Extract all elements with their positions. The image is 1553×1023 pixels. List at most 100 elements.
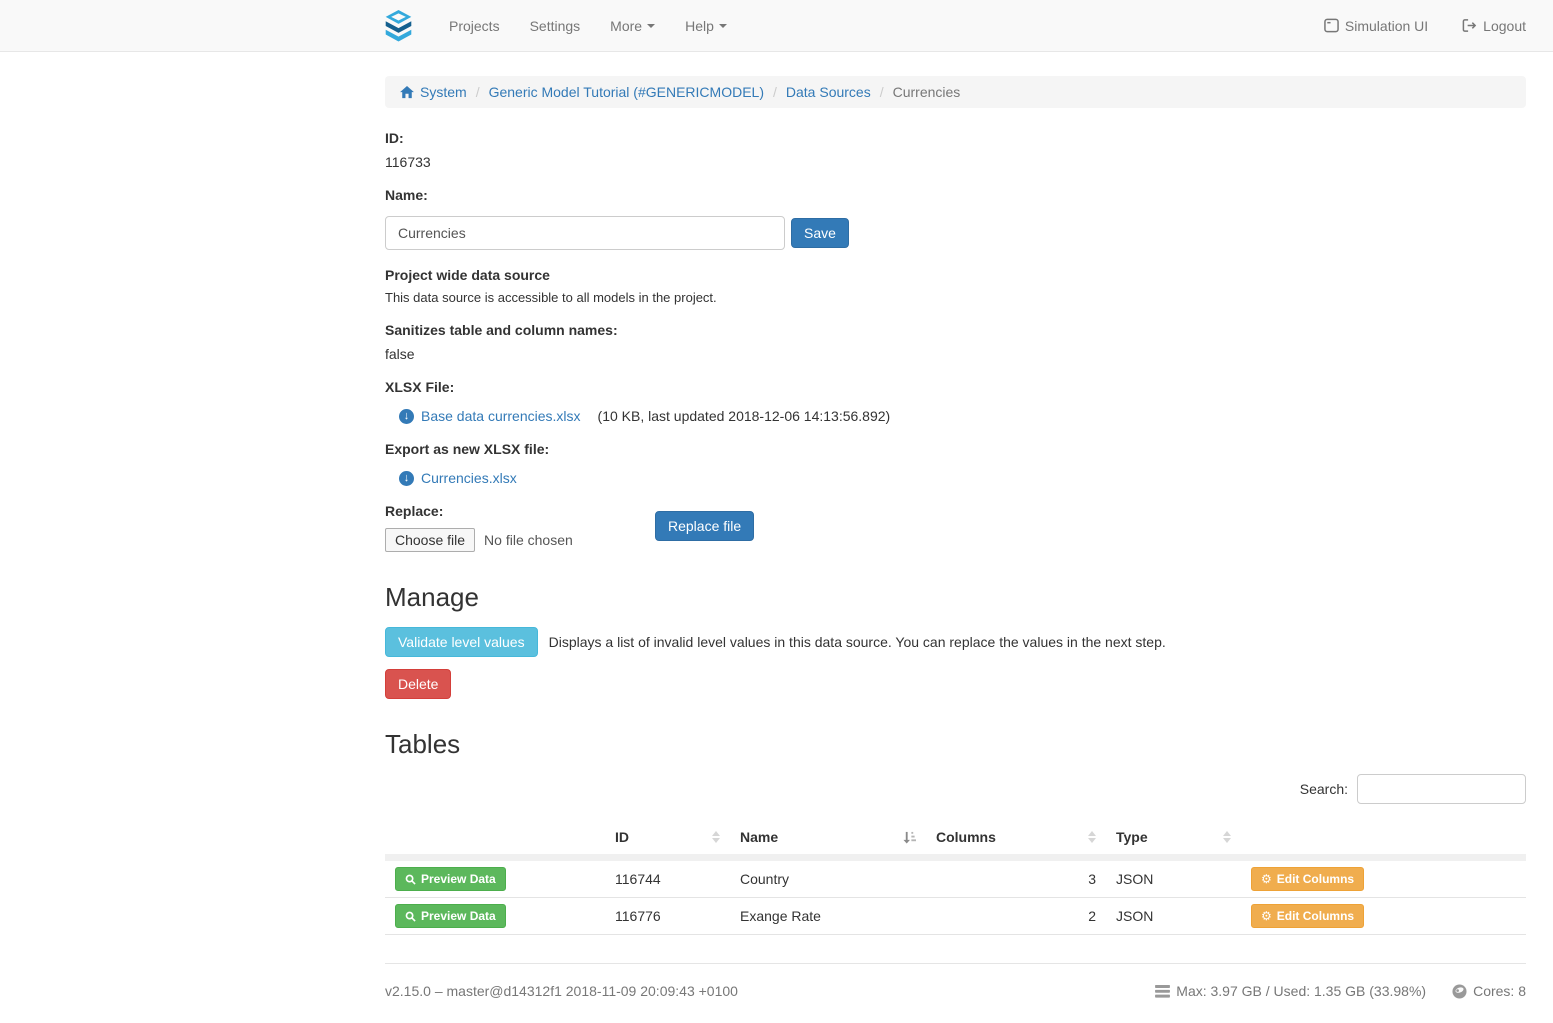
- cell-type: JSON: [1106, 897, 1241, 935]
- cell-type: JSON: [1106, 861, 1241, 898]
- table-row: Preview Data 116776 Exange Rate 2 JSON ⚙…: [385, 897, 1526, 935]
- cores-text: Cores: 8: [1473, 983, 1526, 999]
- logout-icon: [1462, 18, 1477, 33]
- replace-file-button[interactable]: Replace file: [655, 511, 755, 541]
- validate-description: Displays a list of invalid level values …: [548, 634, 1166, 650]
- id-label: ID:: [385, 130, 404, 146]
- export-file-link[interactable]: Currencies.xlsx: [421, 470, 517, 486]
- nav-item-label: Help: [685, 17, 714, 34]
- breadcrumb-item-current: Currencies: [893, 84, 961, 100]
- layers-logo-icon: [385, 9, 412, 42]
- breadcrumb: System / Generic Model Tutorial (#GENERI…: [385, 76, 1526, 108]
- breadcrumb-item-project[interactable]: Generic Model Tutorial (#GENERICMODEL): [489, 84, 764, 100]
- breadcrumb-separator: /: [879, 84, 884, 100]
- xlsx-file-link[interactable]: Base data currencies.xlsx: [421, 408, 581, 424]
- tables-table: ID Name: [385, 820, 1526, 935]
- search-input[interactable]: [1357, 774, 1526, 804]
- search-icon: [405, 911, 416, 922]
- cell-name: Exange Rate: [730, 897, 926, 935]
- nav-item-logout[interactable]: Logout: [1462, 3, 1526, 49]
- download-circle-icon: ↓: [399, 408, 414, 424]
- export-label: Export as new XLSX file:: [385, 441, 550, 457]
- sort-icon: [1088, 831, 1096, 843]
- gear-icon: ⚙: [1261, 872, 1272, 886]
- cell-name: Country: [730, 861, 926, 898]
- nav-item-label: Projects: [449, 17, 500, 34]
- top-navbar: Projects Settings More Help: [0, 0, 1553, 52]
- preview-data-button[interactable]: Preview Data: [395, 867, 506, 891]
- manage-title: Manage: [385, 582, 479, 612]
- app-logo[interactable]: [385, 9, 412, 42]
- column-header-id[interactable]: ID: [605, 820, 730, 854]
- nav-item-projects[interactable]: Projects: [434, 3, 515, 49]
- tables-title: Tables: [385, 729, 461, 759]
- chevron-down-icon: [718, 23, 727, 28]
- project-wide-description: This data source is accessible to all mo…: [385, 290, 717, 305]
- download-circle-icon: ↓: [399, 470, 414, 486]
- name-label: Name:: [385, 187, 428, 203]
- gear-icon: ⚙: [1261, 909, 1272, 923]
- nav-item-label: More: [610, 17, 643, 34]
- cores-status: Cores: 8: [1452, 983, 1526, 999]
- sanitize-value: false: [385, 346, 415, 362]
- version-text: v2.15.0 – master@d14312f1 2018-11-09 20:…: [385, 983, 738, 999]
- cell-id: 116776: [605, 897, 730, 935]
- no-file-chosen-text: No file chosen: [484, 532, 573, 548]
- breadcrumb-separator: /: [773, 84, 777, 100]
- footer: v2.15.0 – master@d14312f1 2018-11-09 20:…: [385, 963, 1526, 1023]
- nav-item-settings[interactable]: Settings: [515, 3, 596, 49]
- name-input[interactable]: [385, 216, 785, 250]
- button-label: Edit Columns: [1276, 909, 1355, 923]
- replace-label: Replace:: [385, 503, 444, 519]
- table-row: Preview Data 116744 Country 3 JSON ⚙ Edi…: [385, 861, 1526, 898]
- sort-asc-active-icon: [903, 831, 916, 844]
- cell-columns: 2: [926, 897, 1106, 935]
- choose-file-button[interactable]: Choose file: [385, 528, 476, 552]
- column-header-label: ID: [615, 829, 629, 845]
- cell-id: 116744: [605, 861, 730, 898]
- breadcrumb-separator: /: [475, 84, 480, 100]
- search-label: Search:: [1299, 781, 1348, 797]
- column-header-actions-right: [1241, 820, 1526, 854]
- nav-item-simulation-ui[interactable]: Simulation UI: [1324, 3, 1428, 49]
- column-header-type[interactable]: Type: [1106, 820, 1241, 854]
- memory-status: Max: 3.97 GB / Used: 1.35 GB (33.98%): [1155, 983, 1426, 999]
- project-wide-title: Project wide data source: [385, 267, 550, 283]
- edit-columns-button[interactable]: ⚙ Edit Columns: [1251, 867, 1365, 891]
- validate-level-values-button[interactable]: Validate level values: [385, 627, 538, 657]
- column-header-columns[interactable]: Columns: [926, 820, 1106, 854]
- xlsx-file-meta: (10 KB, last updated 2018-12-06 14:13:56…: [597, 408, 891, 424]
- breadcrumb-item-data-sources[interactable]: Data Sources: [786, 84, 871, 100]
- column-header-name[interactable]: Name: [730, 820, 926, 854]
- column-header-label: Type: [1116, 829, 1148, 845]
- nav-item-label: Logout: [1483, 17, 1526, 34]
- window-icon: [1324, 18, 1339, 33]
- nav-item-help[interactable]: Help: [670, 3, 742, 49]
- xlsx-file-label: XLSX File:: [385, 379, 455, 395]
- nav-item-label: Settings: [529, 17, 581, 34]
- breadcrumb-label: Currencies: [892, 84, 961, 100]
- breadcrumb-item-system[interactable]: System: [400, 84, 467, 100]
- button-label: Preview Data: [421, 872, 496, 886]
- breadcrumb-label: Data Sources: [785, 84, 871, 100]
- save-button[interactable]: Save: [791, 218, 849, 248]
- memory-text: Max: 3.97 GB / Used: 1.35 GB (33.98%): [1176, 983, 1427, 999]
- edit-columns-button[interactable]: ⚙ Edit Columns: [1251, 904, 1365, 928]
- delete-button[interactable]: Delete: [385, 669, 452, 699]
- sort-icon: [712, 831, 720, 843]
- nav-menu: Projects Settings More Help: [434, 3, 742, 49]
- chevron-down-icon: [647, 23, 656, 28]
- preview-data-button[interactable]: Preview Data: [395, 904, 506, 928]
- nav-item-more[interactable]: More: [595, 3, 670, 49]
- nav-item-label: Simulation UI: [1344, 17, 1429, 34]
- home-icon: [400, 85, 414, 99]
- file-input[interactable]: Choose file No file chosen: [385, 528, 1526, 552]
- column-header-label: Name: [740, 829, 779, 845]
- cell-columns: 3: [926, 861, 1106, 898]
- column-header-actions-left: [385, 820, 605, 854]
- button-label: Preview Data: [421, 909, 496, 923]
- button-label: Edit Columns: [1276, 872, 1355, 886]
- nav-right-menu: Simulation UI Logout: [1324, 3, 1526, 49]
- sort-icon: [1223, 831, 1231, 843]
- tachometer-icon: [1452, 983, 1467, 999]
